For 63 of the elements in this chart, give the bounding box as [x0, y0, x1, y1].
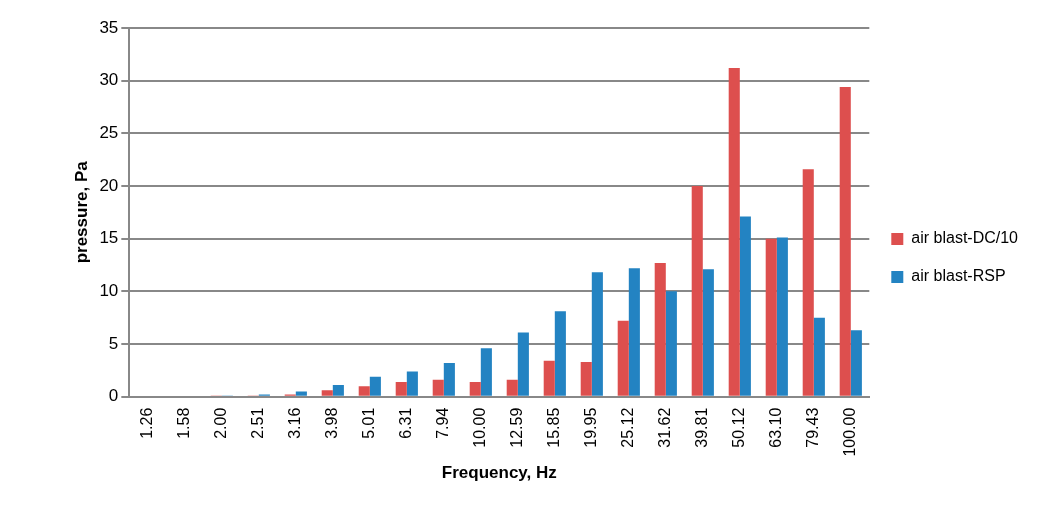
- bar: [665, 291, 677, 396]
- x-tick-label: 2.51: [249, 407, 267, 439]
- x-tick-label: 79.43: [804, 407, 822, 448]
- legend-label: air blast-RSP: [911, 267, 1006, 285]
- x-tick-label: 39.81: [693, 407, 711, 448]
- x-tick-label: 50.12: [730, 407, 748, 448]
- bar: [802, 169, 814, 396]
- x-tick-label: 31.62: [656, 407, 674, 448]
- bar: [776, 237, 788, 396]
- bar: [506, 379, 518, 396]
- x-tick-label: 5.01: [360, 407, 378, 439]
- x-tick-label: 19.95: [582, 407, 600, 448]
- bar: [813, 317, 825, 396]
- bar: [554, 311, 566, 396]
- y-axis-title: pressure, Pa: [71, 160, 91, 264]
- bar: [617, 320, 629, 396]
- x-tick-label: 7.94: [434, 407, 452, 439]
- bar: [321, 390, 333, 396]
- bar: [765, 238, 777, 396]
- bar: [580, 361, 592, 396]
- bar: [543, 360, 555, 396]
- bar: [591, 272, 603, 396]
- bar: [443, 362, 455, 396]
- bar: [517, 332, 529, 396]
- bar: [654, 262, 666, 396]
- bar: [480, 348, 492, 396]
- bar: [628, 268, 640, 396]
- x-tick-label: 3.98: [323, 407, 341, 439]
- y-tick-label: 30: [99, 70, 119, 90]
- y-tick-label: 20: [99, 175, 119, 195]
- bar: [395, 381, 407, 396]
- y-tick-label: 15: [99, 228, 119, 248]
- x-tick-label: 25.12: [619, 407, 637, 448]
- y-tick-label: 10: [99, 281, 119, 301]
- x-tick-label: 2.00: [212, 407, 230, 439]
- y-tick-label: 5: [108, 333, 119, 353]
- x-tick-label: 3.16: [286, 407, 304, 439]
- bar: [358, 386, 370, 396]
- bar: [839, 86, 851, 396]
- x-tick-label: 100.00: [841, 407, 859, 457]
- bar: [406, 371, 418, 396]
- x-tick-label: 6.31: [397, 407, 415, 439]
- x-axis-title: Frequency, Hz: [441, 463, 557, 483]
- bar: [469, 381, 481, 396]
- bar: [369, 376, 381, 396]
- bar: [691, 186, 703, 396]
- bar: [332, 385, 344, 396]
- bar: [850, 330, 862, 396]
- y-tick-label: 35: [99, 17, 119, 37]
- y-tick-label: 0: [108, 386, 119, 406]
- x-tick-label: 63.10: [767, 407, 785, 448]
- x-tick-label: 12.59: [508, 407, 526, 448]
- x-tick-label: 1.26: [138, 407, 156, 439]
- legend-label: air blast-DC/10: [911, 229, 1019, 247]
- x-tick-label: 1.58: [175, 407, 193, 439]
- x-tick-label: 10.00: [471, 407, 489, 448]
- bar: [739, 216, 751, 396]
- bar: [295, 391, 307, 396]
- y-tick-label: 25: [99, 123, 119, 143]
- bar: [432, 379, 444, 396]
- bar: [702, 269, 714, 396]
- x-tick-label: 15.85: [545, 407, 563, 448]
- bar: [728, 68, 740, 396]
